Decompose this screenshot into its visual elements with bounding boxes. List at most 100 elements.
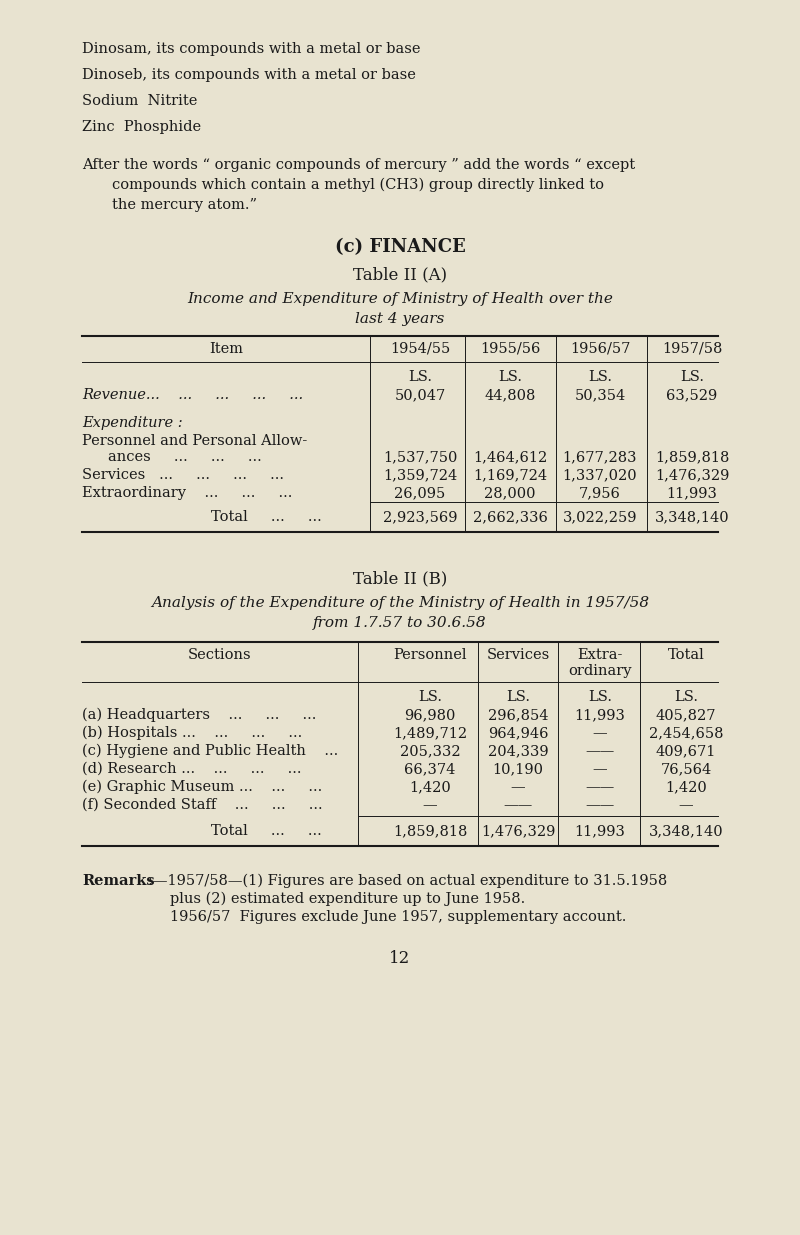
Text: LS.: LS. [674,690,698,704]
Text: from 1.7.57 to 30.6.58: from 1.7.57 to 30.6.58 [313,616,487,630]
Text: Table II (A): Table II (A) [353,266,447,283]
Text: —: — [593,726,607,740]
Text: Table II (B): Table II (B) [353,571,447,587]
Text: 1957/58: 1957/58 [662,342,722,356]
Text: 3,022,259: 3,022,259 [562,510,638,524]
Text: (a) Headquarters    ...     ...     ...: (a) Headquarters ... ... ... [82,708,316,722]
Text: 1,420: 1,420 [409,781,451,794]
Text: 7,956: 7,956 [579,487,621,500]
Text: 28,000: 28,000 [484,487,536,500]
Text: 1,859,818: 1,859,818 [393,824,467,839]
Text: Income and Expenditure of Ministry of Health over the: Income and Expenditure of Ministry of He… [187,291,613,306]
Text: Total     ...     ...: Total ... ... [211,510,322,524]
Text: (c) Hygiene and Public Health    ...: (c) Hygiene and Public Health ... [82,743,338,758]
Text: 1,464,612: 1,464,612 [473,450,547,464]
Text: (d) Research ...    ...     ...     ...: (d) Research ... ... ... ... [82,762,302,776]
Text: 50,354: 50,354 [574,388,626,403]
Text: plus (2) estimated expenditure up to June 1958.: plus (2) estimated expenditure up to Jun… [170,892,526,906]
Text: LS.: LS. [588,690,612,704]
Text: Services   ...     ...     ...     ...: Services ... ... ... ... [82,468,284,482]
Text: 1954/55: 1954/55 [390,342,450,356]
Text: Extraordinary    ...     ...     ...: Extraordinary ... ... ... [82,487,292,500]
Text: Revenue...    ...     ...     ...     ...: Revenue... ... ... ... ... [82,388,303,403]
Text: 1956/57  Figures exclude June 1957, supplementary account.: 1956/57 Figures exclude June 1957, suppl… [170,910,626,924]
Text: 11,993: 11,993 [666,487,718,500]
Text: 10,190: 10,190 [493,762,543,776]
Text: (f) Seconded Staff    ...     ...     ...: (f) Seconded Staff ... ... ... [82,798,322,811]
Text: 76,564: 76,564 [660,762,712,776]
Text: ——: —— [503,798,533,811]
Text: 1,489,712: 1,489,712 [393,726,467,740]
Text: Personnel and Personal Allow-: Personnel and Personal Allow- [82,433,307,448]
Text: Total     ...     ...: Total ... ... [211,824,322,839]
Text: (c) FINANCE: (c) FINANCE [334,238,466,256]
Text: 296,854: 296,854 [488,708,548,722]
Text: (e) Graphic Museum ...    ...     ...: (e) Graphic Museum ... ... ... [82,781,322,794]
Text: Dinosam, its compounds with a metal or base: Dinosam, its compounds with a metal or b… [82,42,421,56]
Text: 1,859,818: 1,859,818 [655,450,729,464]
Text: Extra-: Extra- [578,648,622,662]
Text: 405,827: 405,827 [656,708,716,722]
Text: ——: —— [586,781,614,794]
Text: 11,993: 11,993 [574,824,626,839]
Text: Expenditure :: Expenditure : [82,416,182,430]
Text: ordinary: ordinary [568,664,632,678]
Text: 964,946: 964,946 [488,726,548,740]
Text: 1,677,283: 1,677,283 [562,450,638,464]
Text: 1,476,329: 1,476,329 [481,824,555,839]
Text: 12: 12 [390,950,410,967]
Text: 1,537,750: 1,537,750 [383,450,457,464]
Text: 2,454,658: 2,454,658 [649,726,723,740]
Text: —: — [422,798,438,811]
Text: 1,476,329: 1,476,329 [655,468,729,482]
Text: 66,374: 66,374 [404,762,456,776]
Text: Remarks: Remarks [82,874,154,888]
Text: LS.: LS. [408,370,432,384]
Text: LS.: LS. [498,370,522,384]
Text: 205,332: 205,332 [400,743,460,758]
Text: the mercury atom.”: the mercury atom.” [112,198,257,212]
Text: 96,980: 96,980 [404,708,456,722]
Text: 3,348,140: 3,348,140 [654,510,730,524]
Text: Item: Item [209,342,243,356]
Text: LS.: LS. [418,690,442,704]
Text: 1,337,020: 1,337,020 [562,468,638,482]
Text: 50,047: 50,047 [394,388,446,403]
Text: LS.: LS. [680,370,704,384]
Text: 2,662,336: 2,662,336 [473,510,547,524]
Text: Analysis of the Expenditure of the Ministry of Health in 1957/58: Analysis of the Expenditure of the Minis… [151,597,649,610]
Text: After the words “ organic compounds of mercury ” add the words “ except: After the words “ organic compounds of m… [82,158,635,172]
Text: 1,420: 1,420 [665,781,707,794]
Text: 1,169,724: 1,169,724 [473,468,547,482]
Text: 409,671: 409,671 [656,743,716,758]
Text: LS.: LS. [506,690,530,704]
Text: Zinc  Phosphide: Zinc Phosphide [82,120,201,135]
Text: last 4 years: last 4 years [355,312,445,326]
Text: Sodium  Nitrite: Sodium Nitrite [82,94,198,107]
Text: Personnel: Personnel [394,648,466,662]
Text: 204,339: 204,339 [488,743,548,758]
Text: 1,359,724: 1,359,724 [383,468,457,482]
Text: Total: Total [668,648,704,662]
Text: Dinoseb, its compounds with a metal or base: Dinoseb, its compounds with a metal or b… [82,68,416,82]
Text: Services: Services [486,648,550,662]
Text: 63,529: 63,529 [666,388,718,403]
Text: 26,095: 26,095 [394,487,446,500]
Text: :—1957/58—(1) Figures are based on actual expenditure to 31.5.1958: :—1957/58—(1) Figures are based on actua… [148,874,667,888]
Text: —: — [593,762,607,776]
Text: ——: —— [586,798,614,811]
Text: Sections: Sections [188,648,252,662]
Text: 1956/57: 1956/57 [570,342,630,356]
Text: (b) Hospitals ...    ...     ...     ...: (b) Hospitals ... ... ... ... [82,726,302,741]
Text: 1955/56: 1955/56 [480,342,540,356]
Text: LS.: LS. [588,370,612,384]
Text: ——: —— [586,743,614,758]
Text: —: — [510,781,526,794]
Text: —: — [678,798,694,811]
Text: compounds which contain a methyl (CH3) group directly linked to: compounds which contain a methyl (CH3) g… [112,178,604,193]
Text: 3,348,140: 3,348,140 [649,824,723,839]
Text: ances     ...     ...     ...: ances ... ... ... [108,450,262,464]
Text: 44,808: 44,808 [484,388,536,403]
Text: 2,923,569: 2,923,569 [382,510,458,524]
Text: 11,993: 11,993 [574,708,626,722]
